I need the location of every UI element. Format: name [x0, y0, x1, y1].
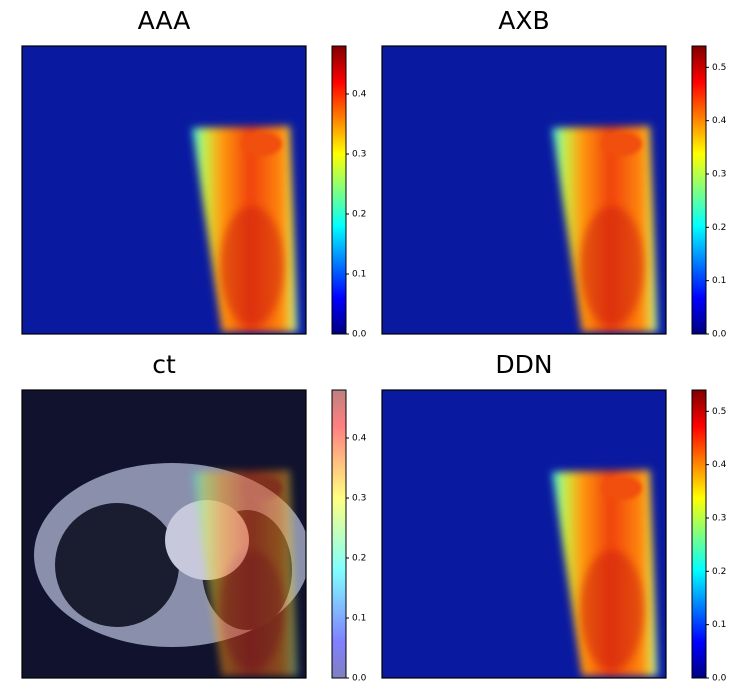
beam-core: [220, 206, 284, 326]
colorbar-frame: [331, 45, 347, 335]
image-frame: [21, 389, 307, 679]
colorbar-tick-label: 0.2: [352, 210, 366, 220]
panel-title: AXB: [498, 6, 549, 35]
colorbar: [692, 390, 706, 678]
image: [382, 46, 666, 334]
colorbar-tick-label: 0.1: [352, 614, 366, 624]
panel-title: ct: [152, 350, 176, 379]
colorbar-tick-label: 0.2: [712, 567, 726, 577]
colorbar: [332, 390, 346, 678]
panel: DDN 0.0 0.1 0.2 0.3 0.4 0.5: [381, 350, 727, 682]
colorbar-tick-label: 0.1: [712, 620, 726, 630]
image: [22, 390, 306, 678]
image: [382, 390, 666, 678]
panel: AAA 0.0 0.1 0.2 0.3 0.4: [21, 6, 367, 340]
image-frame: [21, 45, 307, 335]
colorbar: [692, 46, 706, 334]
colorbar-tick-label: 0.1: [712, 276, 726, 286]
dose-beam: [552, 126, 658, 332]
image-frame: [381, 389, 667, 679]
panel: AXB 0.0 0.1 0.2 0.3 0.4 0.5: [381, 6, 727, 340]
beam-hotspot: [242, 132, 282, 156]
beam-core: [580, 550, 644, 670]
beam-hotspot: [602, 476, 642, 500]
dose-beam: [192, 126, 298, 332]
colorbar-tick-label: 0.4: [352, 434, 367, 444]
colorbar-tick-label: 0.3: [352, 150, 366, 160]
colorbar-tick-label: 0.3: [712, 170, 726, 180]
colorbar-tick-label: 0.0: [712, 674, 727, 682]
image: [22, 46, 306, 334]
colorbar: [332, 46, 346, 334]
beam-hotspot: [602, 132, 642, 156]
colorbar-tick-label: 0.5: [712, 407, 726, 417]
panel-title: DDN: [495, 350, 552, 379]
colorbar-tick-label: 0.3: [712, 514, 726, 524]
colorbar-tick-label: 0.1: [352, 270, 366, 280]
colorbar-frame: [691, 45, 707, 335]
colorbar-tick-label: 0.0: [712, 330, 727, 340]
dose-beam: [552, 470, 658, 676]
colorbar-tick-label: 0.4: [712, 460, 727, 470]
dose-beam: [192, 470, 298, 676]
beam-core: [580, 206, 644, 326]
ct-lung: [55, 503, 179, 627]
colorbar-frame: [691, 389, 707, 679]
colorbar-tick-label: 0.5: [712, 63, 726, 73]
image-frame: [381, 45, 667, 335]
colorbar-tick-label: 0.4: [712, 116, 727, 126]
colorbar-tick-label: 0.4: [352, 90, 367, 100]
colorbar-tick-label: 0.3: [352, 494, 366, 504]
colorbar-tick-label: 0.0: [352, 674, 367, 682]
beam-hotspot: [242, 476, 282, 500]
beam-core: [220, 550, 284, 670]
colorbar-tick-label: 0.0: [352, 330, 367, 340]
colorbar-tick-label: 0.2: [352, 554, 366, 564]
colorbar-tick-label: 0.2: [712, 223, 726, 233]
panel: ct 0.0 0.1 0.2 0.3 0.4: [21, 350, 367, 682]
colorbar-frame: [331, 389, 347, 679]
panel-title: AAA: [138, 6, 191, 35]
